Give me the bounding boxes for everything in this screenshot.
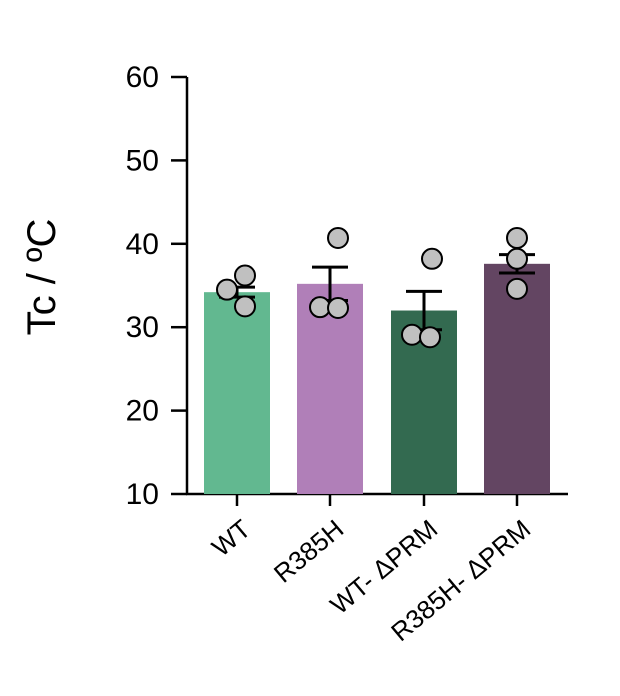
y-tick-label-40: 40 (126, 228, 159, 261)
bar-0 (204, 292, 270, 494)
y-tick-label-20: 20 (126, 395, 159, 428)
data-point-1-2 (327, 297, 349, 320)
y-tick-label-60: 60 (126, 61, 159, 94)
data-point-0-2 (234, 295, 256, 318)
bar-1 (297, 283, 363, 494)
data-point-2-0 (421, 247, 443, 270)
data-point-3-0 (506, 226, 528, 249)
data-point-0-1 (216, 278, 238, 301)
data-point-2-1 (401, 323, 423, 346)
data-point-3-2 (506, 277, 528, 300)
y-tick-label-10: 10 (126, 478, 159, 511)
bar-3 (484, 263, 550, 494)
data-point-0-0 (234, 264, 256, 287)
y-tick-label-50: 50 (126, 144, 159, 177)
y-axis-title: Tc / ºC (20, 219, 64, 336)
y-tick-label-30: 30 (126, 311, 159, 344)
data-point-3-1 (506, 247, 528, 270)
x-tick-label-0: WT (206, 513, 256, 562)
x-tick-label-1: R385H (268, 514, 349, 589)
data-point-2-2 (419, 326, 441, 349)
data-point-1-1 (309, 296, 331, 319)
data-point-1-0 (327, 226, 349, 249)
